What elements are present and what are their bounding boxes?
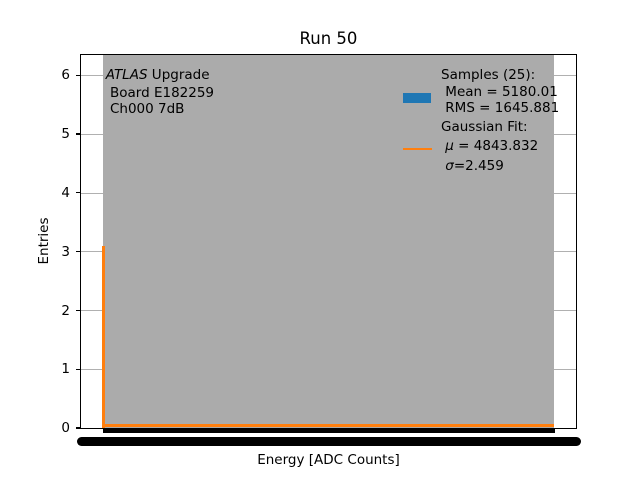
legend-fit-header: Gaussian Fit:	[441, 119, 528, 135]
y-tick-mark	[76, 192, 80, 194]
y-tick-mark	[76, 133, 80, 135]
x-tick-marks-band	[103, 429, 555, 434]
y-tick-label-4: 4	[61, 185, 70, 201]
mu-symbol: μ	[441, 138, 454, 155]
y-tick-label-0: 0	[61, 420, 70, 436]
annotation-line-2: Board E182259	[105, 84, 215, 101]
legend-samples-mean: Mean = 5180.01	[441, 84, 558, 101]
x-tick-labels-smear	[77, 437, 581, 446]
legend-samples-header: Samples (25):	[441, 67, 536, 83]
legend-fit-sigma: σ=2.459	[441, 158, 504, 174]
legend-swatch-histogram	[402, 92, 431, 103]
legend-samples-rms: RMS = 1645.881	[441, 100, 560, 117]
y-tick-mark	[76, 74, 80, 76]
sigma-value: =2.459	[453, 157, 504, 174]
sigma-symbol: σ	[441, 157, 454, 174]
gaussian-fit-baseline	[104, 424, 554, 427]
y-tick-mark	[76, 309, 80, 312]
annotation-upgrade: Upgrade	[147, 67, 210, 83]
annotation-line-1: ATLAS Upgrade	[106, 67, 210, 83]
y-tick-mark	[76, 427, 80, 429]
chart-title: Run 50	[299, 29, 358, 48]
y-tick-mark	[76, 251, 80, 253]
histogram-block	[103, 55, 555, 428]
x-axis-label: Energy [ADC Counts]	[257, 452, 400, 468]
y-tick-mark	[76, 368, 80, 370]
y-tick-label-6: 6	[61, 67, 70, 83]
legend-swatch-fit-line	[402, 147, 432, 151]
annotation-atlas: ATLAS	[105, 67, 148, 83]
gaussian-fit-spike	[101, 245, 105, 428]
legend-fit-mu: μ = 4843.832	[441, 138, 538, 154]
y-tick-label-5: 5	[61, 126, 70, 142]
y-tick-label-3: 3	[61, 243, 70, 260]
plot-area: ATLAS Upgrade Board E182259 Ch000 7dB Sa…	[80, 54, 577, 429]
y-tick-label-2: 2	[61, 302, 70, 319]
annotation-line-3: Ch000 7dB	[105, 101, 185, 117]
mu-value: = 4843.832	[453, 138, 539, 155]
y-tick-label-1: 1	[61, 361, 70, 377]
